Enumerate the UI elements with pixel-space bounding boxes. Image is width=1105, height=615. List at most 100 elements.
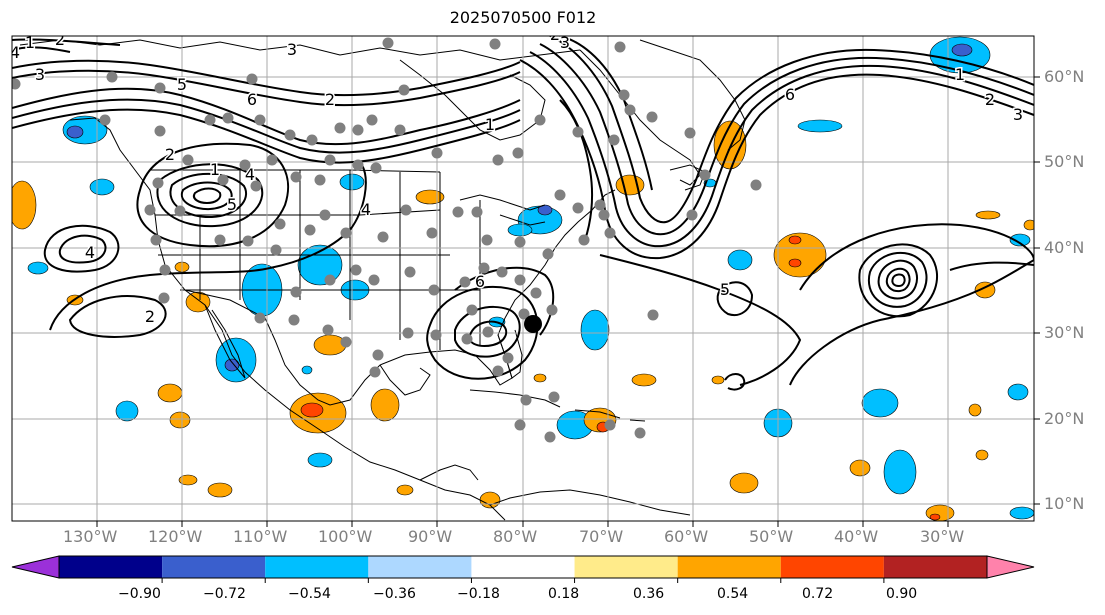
station-marker	[352, 159, 364, 171]
anomaly-patch	[975, 449, 989, 461]
station-marker	[370, 162, 382, 174]
station-marker	[254, 114, 266, 126]
station-marker	[154, 82, 166, 94]
anomaly-patch	[178, 474, 198, 486]
anomaly-patch	[1007, 383, 1029, 401]
contour-line	[49, 267, 271, 331]
station-marker	[489, 38, 501, 50]
colorbar-cell	[780, 556, 884, 578]
station-marker	[492, 154, 504, 166]
colorbar-cell	[265, 556, 369, 578]
anomaly-patch	[773, 232, 827, 278]
colorbar-cell	[368, 556, 472, 578]
contour-line	[12, 38, 121, 46]
map-title: 2025070500 F012	[449, 8, 597, 27]
station-marker	[324, 154, 336, 166]
station-marker	[481, 234, 493, 246]
lat-label: 10°N	[1044, 494, 1085, 513]
station-marker	[400, 204, 412, 216]
station-marker	[239, 159, 251, 171]
anomaly-patch	[207, 482, 233, 498]
contour-label: 1	[485, 115, 495, 134]
station-marker	[242, 235, 254, 247]
contour-label: 3	[560, 33, 570, 52]
coastline-segment	[639, 39, 746, 151]
coastline-segment	[204, 304, 246, 379]
station-marker	[369, 366, 381, 378]
anomaly-patch	[1009, 506, 1034, 520]
anomaly-patch	[788, 235, 802, 245]
contour-label: 6	[247, 90, 257, 109]
contour-label: 5	[720, 280, 730, 299]
station-marker	[459, 276, 471, 288]
station-marker	[270, 244, 282, 256]
station-marker	[182, 154, 194, 166]
station-marker	[159, 264, 171, 276]
station-marker	[686, 209, 698, 221]
contour-line	[716, 281, 754, 316]
station-marker	[594, 199, 606, 211]
contour-label: 4	[361, 200, 371, 219]
station-marker	[634, 427, 646, 439]
station-marker	[322, 324, 334, 336]
contour-line	[724, 373, 746, 391]
anomaly-patch	[12, 180, 37, 230]
station-marker	[544, 431, 556, 443]
anomaly-patch	[507, 223, 533, 237]
coastline-segment	[629, 419, 646, 422]
station-marker	[572, 126, 584, 138]
contour-label: 1	[25, 33, 35, 52]
station-marker	[250, 180, 262, 192]
station-marker	[624, 104, 636, 116]
colorbar-tick-label: −0.54	[288, 586, 331, 602]
station-marker	[158, 292, 170, 304]
contour-line	[559, 99, 594, 241]
station-marker	[398, 84, 410, 96]
station-marker	[530, 287, 542, 299]
contour-line	[949, 261, 1034, 271]
station-marker	[614, 41, 626, 53]
contour-line	[858, 243, 939, 318]
station-marker	[428, 284, 440, 296]
station-marker	[608, 134, 620, 146]
colorbar-tick-label: 0.18	[548, 586, 580, 602]
anomaly-patch	[301, 365, 313, 375]
station-marker	[306, 134, 318, 146]
station-marker	[542, 248, 554, 260]
colorbar-frame	[58, 555, 988, 579]
lon-label: 110°W	[233, 527, 288, 546]
contour-line	[885, 267, 911, 293]
anomaly-patch	[1009, 233, 1031, 247]
anomaly-patch	[968, 403, 982, 417]
station-marker	[431, 147, 443, 159]
station-marker	[546, 304, 558, 316]
contour-label: 4	[10, 43, 20, 62]
lon-label: 60°W	[664, 527, 709, 546]
station-marker	[340, 227, 352, 239]
colorbar-tick-label: −0.36	[373, 586, 416, 602]
coastline-segment	[379, 364, 431, 396]
contour-line	[156, 163, 264, 228]
station-marker	[548, 391, 560, 403]
lon-label: 50°W	[749, 527, 794, 546]
anomaly-patch	[580, 309, 610, 351]
station-marker	[492, 365, 504, 377]
station-marker	[604, 227, 616, 239]
contour-label: 1	[955, 65, 965, 84]
lat-label: 30°N	[1044, 323, 1085, 342]
station-marker	[144, 204, 156, 216]
contour-label: 5	[227, 195, 237, 214]
contour-line	[180, 181, 233, 211]
anomaly-patch	[307, 452, 333, 468]
contour-label: 2	[145, 307, 155, 326]
anomaly-patch	[631, 373, 657, 387]
contour-line	[789, 259, 1034, 386]
anomaly-patch	[27, 261, 49, 275]
anomaly-patch	[224, 358, 240, 372]
station-marker	[598, 209, 610, 221]
station-marker	[222, 112, 234, 124]
contour-label: 3	[287, 40, 297, 59]
colorbar-tick-label: −0.90	[118, 586, 161, 602]
